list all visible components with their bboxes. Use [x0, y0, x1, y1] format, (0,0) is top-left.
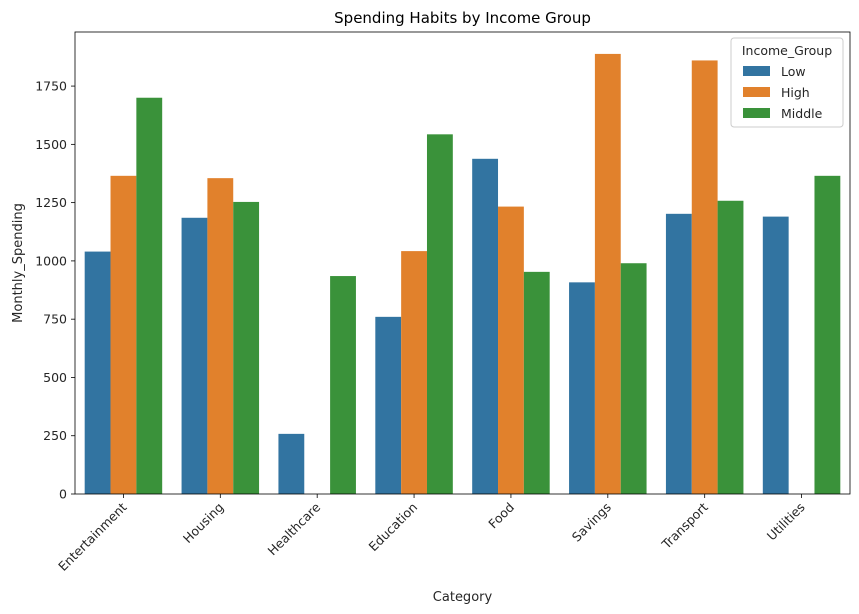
x-tick-label: Healthcare [265, 499, 324, 558]
bar-housing-low [181, 217, 208, 495]
bar-food-low [472, 158, 499, 495]
bar-healthcare-low [278, 433, 305, 494]
plot-frame [74, 31, 851, 495]
legend-label-middle: Middle [781, 106, 823, 121]
bar-utilities-middle [814, 175, 841, 494]
legend: Income_Group Low High Middle [730, 37, 844, 128]
y-tick-label: 250 [43, 428, 67, 443]
x-tick-label: Housing [180, 500, 227, 547]
x-tick-label: Education [366, 500, 421, 555]
y-axis-title: Monthly_Spending [11, 203, 26, 323]
x-tick-label: Entertainment [55, 499, 129, 573]
legend-box [730, 37, 844, 128]
y-tick-label: 1000 [35, 253, 67, 268]
x-tick-label: Transport [658, 499, 711, 552]
bar-housing-high [207, 178, 234, 494]
legend-label-low: Low [781, 64, 806, 79]
bars-group [84, 53, 841, 495]
legend-swatch-low [743, 66, 770, 76]
legend-title: Income_Group [742, 43, 832, 58]
y-tick-label: 1500 [35, 137, 67, 152]
bar-education-low [375, 316, 402, 494]
bar-savings-high [594, 53, 621, 495]
bar-entertainment-middle [136, 97, 163, 494]
y-tick-label: 1750 [35, 79, 67, 94]
bar-food-high [498, 206, 524, 494]
x-tick-label: Food [485, 500, 517, 532]
x-tick-label: Savings [569, 500, 614, 545]
legend-label-high: High [781, 85, 810, 100]
legend-swatch-high [743, 87, 770, 97]
bar-food-middle [523, 271, 550, 494]
bar-entertainment-high [110, 175, 137, 494]
bar-education-middle [426, 134, 453, 495]
bar-utilities-low [762, 216, 789, 494]
x-axis-title: Category [433, 590, 493, 605]
legend-swatch-middle [743, 108, 770, 118]
y-tick-label: 500 [43, 370, 67, 385]
bar-savings-middle [620, 263, 647, 494]
y-axis: 0 250 500 750 1000 1250 1500 1750 [35, 79, 75, 502]
bar-transport-low [665, 213, 692, 494]
y-tick-label: 750 [43, 312, 67, 327]
y-tick-label: 0 [59, 487, 67, 502]
x-axis: Entertainment Housing Healthcare Education F… [55, 494, 808, 574]
bar-education-high [401, 251, 427, 494]
bar-entertainment-low [84, 251, 111, 494]
bar-savings-low [569, 282, 595, 494]
bar-healthcare-middle [330, 276, 356, 494]
bar-transport-middle [717, 200, 744, 494]
x-tick-label: Utilities [764, 500, 808, 544]
chart-title: Spending Habits by Income Group [334, 9, 591, 27]
bar-transport-high [691, 60, 718, 495]
y-tick-label: 1250 [35, 195, 67, 210]
bar-housing-middle [233, 201, 260, 495]
